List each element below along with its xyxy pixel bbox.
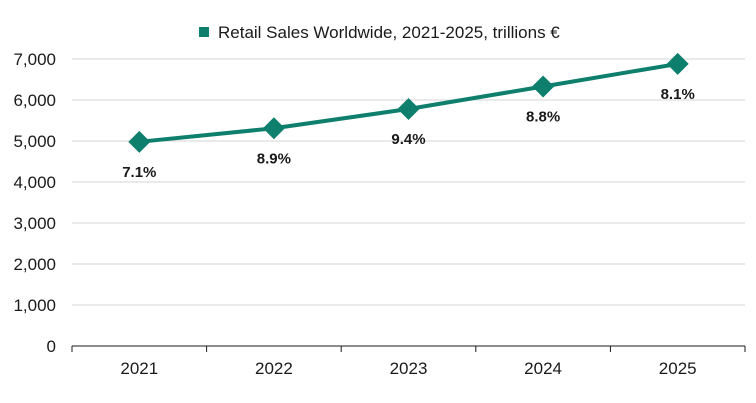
data-point — [532, 75, 555, 98]
legend-swatch — [199, 27, 209, 37]
y-tick-label: 0 — [47, 337, 56, 356]
data-label: 8.9% — [257, 150, 291, 167]
data-label: 7.1% — [122, 164, 156, 181]
y-tick-label: 6,000 — [13, 91, 56, 110]
legend: Retail Sales Worldwide, 2021-2025, trill… — [199, 23, 560, 42]
data-point — [397, 98, 420, 121]
data-labels: 7.1% 8.9% 9.4% 8.8% 8.1% — [122, 86, 695, 181]
series-layer — [128, 52, 689, 153]
y-tick-label: 7,000 — [13, 50, 56, 69]
x-axis: 2021 2022 2023 2024 2025 — [71, 345, 746, 378]
data-label: 9.4% — [391, 131, 425, 148]
y-axis: 0 1,000 2,000 3,000 4,000 5,000 6,000 7,000 — [13, 50, 56, 356]
y-tick-label: 2,000 — [13, 255, 56, 274]
y-tick-label: 3,000 — [13, 214, 56, 233]
data-label: 8.8% — [526, 108, 560, 125]
y-tick-label: 1,000 — [13, 296, 56, 315]
x-tick-label: 2022 — [255, 359, 293, 378]
x-tick-label: 2024 — [524, 359, 562, 378]
x-tick-label: 2021 — [120, 359, 158, 378]
gridlines — [72, 58, 745, 306]
data-point — [262, 117, 285, 140]
legend-label: Retail Sales Worldwide, 2021-2025, trill… — [218, 23, 560, 42]
x-tick-label: 2023 — [390, 359, 428, 378]
data-point — [666, 52, 689, 75]
y-tick-label: 4,000 — [13, 173, 56, 192]
data-label: 8.1% — [661, 86, 695, 103]
x-tick-label: 2025 — [659, 359, 697, 378]
data-point — [128, 130, 151, 153]
y-tick-label: 5,000 — [13, 132, 56, 151]
